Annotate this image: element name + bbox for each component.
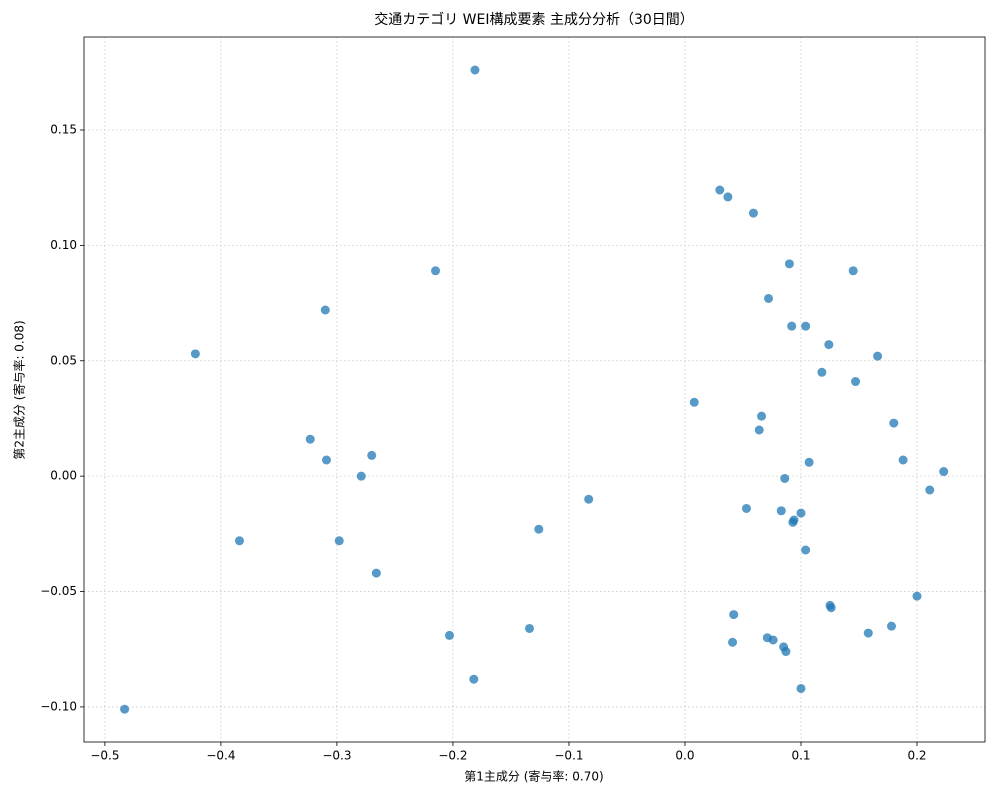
point bbox=[848, 266, 858, 276]
point bbox=[825, 600, 835, 610]
y-tick-label: −0.05 bbox=[40, 584, 77, 598]
x-tick-label: −0.4 bbox=[206, 749, 235, 763]
point bbox=[912, 591, 922, 601]
y-tick-label: 0.00 bbox=[50, 469, 77, 483]
point bbox=[334, 536, 344, 546]
plot-frame bbox=[83, 36, 986, 743]
point bbox=[925, 485, 935, 495]
point bbox=[234, 536, 244, 546]
point bbox=[120, 704, 130, 714]
point bbox=[356, 471, 366, 481]
point bbox=[801, 545, 811, 555]
point bbox=[768, 635, 778, 645]
point bbox=[367, 450, 377, 460]
chart-title: 交通カテゴリ WEI構成要素 主成分分析（30日間） bbox=[374, 11, 694, 28]
point bbox=[470, 65, 480, 75]
x-tick-label: 0.2 bbox=[907, 749, 926, 763]
point bbox=[320, 305, 330, 315]
point bbox=[776, 506, 786, 516]
point bbox=[788, 517, 798, 527]
y-tick-label: −0.10 bbox=[40, 699, 77, 713]
point bbox=[781, 647, 791, 657]
y-tick-label: 0.05 bbox=[50, 353, 77, 367]
x-tick-label: −0.3 bbox=[322, 749, 351, 763]
point bbox=[729, 610, 739, 620]
point bbox=[764, 293, 774, 303]
point bbox=[784, 259, 794, 269]
point bbox=[889, 418, 899, 428]
point bbox=[584, 494, 594, 504]
point bbox=[190, 349, 200, 359]
y-tick-label: 0.10 bbox=[50, 238, 77, 252]
point bbox=[741, 503, 751, 513]
point bbox=[748, 208, 758, 218]
y-axis-label: 第2主成分 (寄与率: 0.08) bbox=[12, 320, 27, 459]
point bbox=[534, 524, 544, 534]
point bbox=[431, 266, 441, 276]
point bbox=[689, 397, 699, 407]
point bbox=[824, 340, 834, 350]
x-tick-label: −0.5 bbox=[90, 749, 119, 763]
point bbox=[321, 455, 331, 465]
point bbox=[898, 455, 908, 465]
point bbox=[371, 568, 381, 578]
point bbox=[796, 683, 806, 693]
point bbox=[863, 628, 873, 638]
point bbox=[787, 321, 797, 331]
x-tick-label: −0.2 bbox=[438, 749, 467, 763]
point bbox=[444, 630, 454, 640]
x-tick-label: −0.1 bbox=[554, 749, 583, 763]
point bbox=[469, 674, 479, 684]
point bbox=[715, 185, 725, 195]
point bbox=[728, 637, 738, 647]
point bbox=[801, 321, 811, 331]
point bbox=[723, 192, 733, 202]
point bbox=[804, 457, 814, 467]
point bbox=[939, 467, 949, 477]
point bbox=[873, 351, 883, 361]
point bbox=[757, 411, 767, 421]
x-axis-label: 第1主成分 (寄与率: 0.70) bbox=[464, 769, 603, 784]
point bbox=[851, 377, 861, 387]
point bbox=[817, 367, 827, 377]
point bbox=[305, 434, 315, 444]
x-tick-label: 0.0 bbox=[675, 749, 694, 763]
point bbox=[754, 425, 764, 435]
point bbox=[525, 623, 535, 633]
x-tick-label: 0.1 bbox=[791, 749, 810, 763]
point bbox=[886, 621, 896, 631]
y-tick-label: 0.15 bbox=[50, 123, 77, 137]
point bbox=[796, 508, 806, 518]
point bbox=[780, 473, 790, 483]
